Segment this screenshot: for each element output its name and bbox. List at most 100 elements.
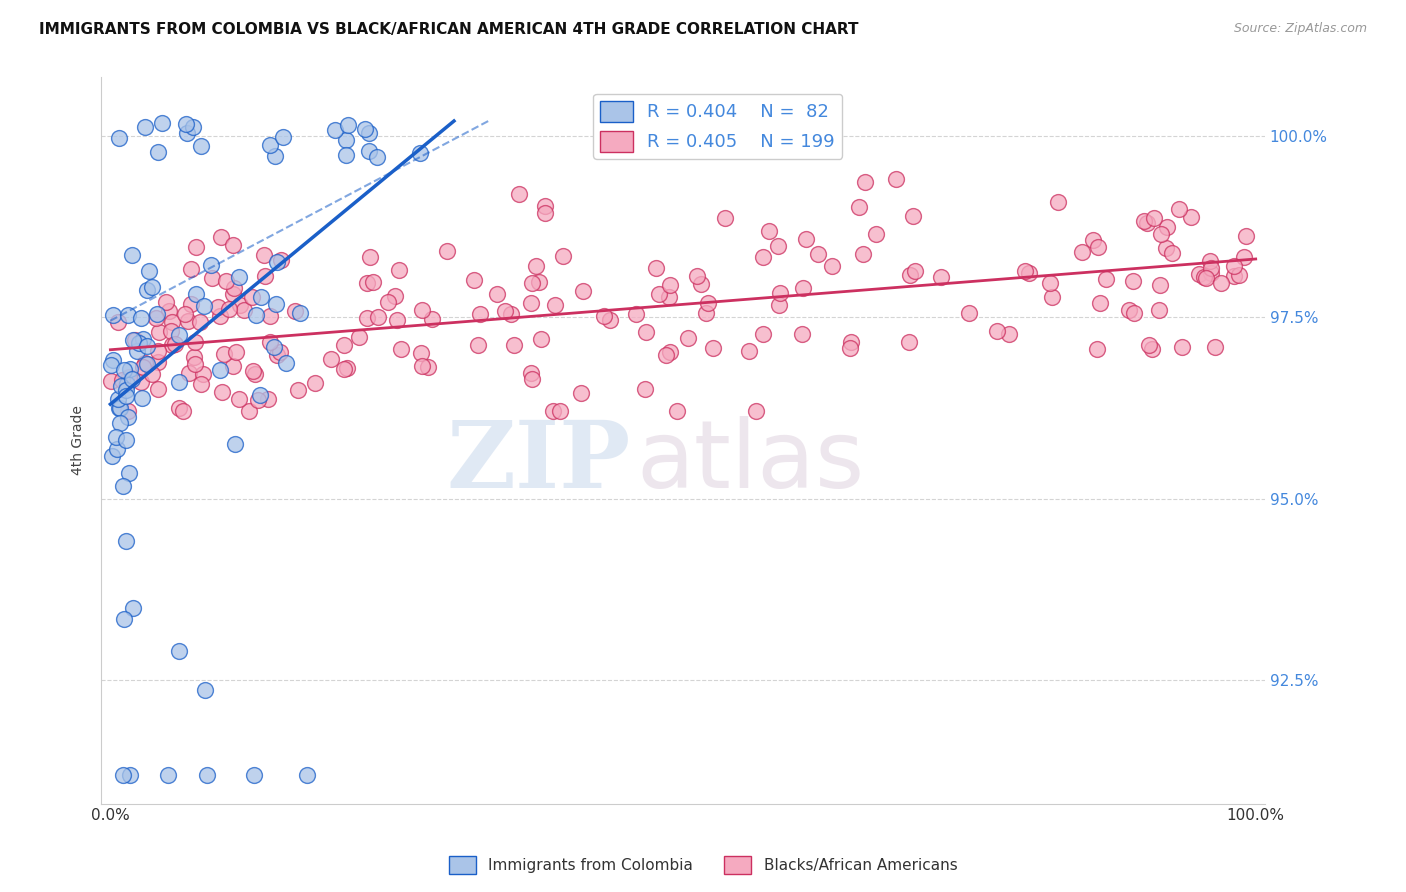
Point bbox=[229, 298, 252, 312]
Point bbox=[634, 382, 657, 396]
Point bbox=[194, 683, 217, 698]
Point bbox=[155, 295, 177, 310]
Point bbox=[422, 312, 444, 326]
Point bbox=[1118, 303, 1140, 318]
Point bbox=[790, 326, 813, 341]
Point bbox=[184, 334, 207, 349]
Point bbox=[1223, 259, 1246, 273]
Point bbox=[359, 250, 381, 264]
Point bbox=[162, 314, 184, 328]
Point bbox=[222, 238, 245, 252]
Point bbox=[901, 210, 924, 224]
Point bbox=[738, 343, 761, 358]
Point bbox=[211, 385, 233, 400]
Point bbox=[702, 341, 724, 355]
Point bbox=[181, 120, 204, 134]
Point bbox=[174, 307, 197, 321]
Point bbox=[136, 338, 159, 352]
Point bbox=[264, 297, 287, 311]
Point bbox=[193, 367, 215, 381]
Point bbox=[356, 310, 378, 325]
Point bbox=[1143, 211, 1166, 225]
Point bbox=[122, 333, 145, 347]
Point bbox=[160, 338, 183, 352]
Point bbox=[254, 268, 277, 283]
Point bbox=[904, 264, 927, 278]
Point bbox=[238, 404, 260, 418]
Point bbox=[821, 259, 844, 273]
Point bbox=[599, 313, 621, 327]
Point bbox=[766, 238, 789, 252]
Point bbox=[105, 430, 128, 444]
Point bbox=[184, 357, 207, 371]
Point bbox=[839, 341, 862, 355]
Point bbox=[1088, 296, 1111, 310]
Point bbox=[377, 295, 399, 310]
Point bbox=[135, 357, 157, 371]
Point bbox=[120, 361, 142, 376]
Point bbox=[131, 391, 153, 405]
Point bbox=[141, 368, 163, 382]
Point bbox=[180, 296, 202, 310]
Point bbox=[676, 331, 699, 345]
Point bbox=[150, 116, 173, 130]
Point bbox=[115, 534, 138, 549]
Point bbox=[1047, 194, 1070, 209]
Point bbox=[290, 306, 312, 320]
Point bbox=[807, 247, 830, 261]
Point bbox=[1140, 342, 1163, 356]
Point bbox=[853, 175, 876, 189]
Point bbox=[752, 250, 775, 264]
Point bbox=[176, 126, 198, 140]
Point bbox=[409, 146, 432, 161]
Point bbox=[284, 303, 307, 318]
Point bbox=[409, 346, 432, 360]
Point bbox=[304, 376, 326, 391]
Point bbox=[624, 307, 647, 321]
Point bbox=[195, 767, 218, 781]
Point bbox=[134, 120, 156, 135]
Point bbox=[131, 360, 153, 375]
Point bbox=[117, 409, 139, 424]
Point bbox=[157, 304, 180, 318]
Point bbox=[117, 308, 139, 322]
Point bbox=[1136, 216, 1159, 230]
Point bbox=[884, 171, 907, 186]
Point bbox=[551, 249, 574, 263]
Legend: R = 0.404    N =  82, R = 0.405    N = 199: R = 0.404 N = 82, R = 0.405 N = 199 bbox=[593, 94, 842, 159]
Point bbox=[367, 310, 389, 325]
Point bbox=[534, 206, 557, 220]
Point bbox=[929, 269, 952, 284]
Text: atlas: atlas bbox=[637, 417, 865, 508]
Point bbox=[1039, 276, 1062, 290]
Point bbox=[108, 401, 131, 415]
Point bbox=[658, 290, 681, 304]
Point bbox=[146, 307, 169, 321]
Point bbox=[411, 359, 433, 373]
Point bbox=[593, 310, 616, 324]
Point bbox=[107, 392, 129, 406]
Point bbox=[436, 244, 458, 258]
Point bbox=[129, 376, 152, 390]
Point bbox=[714, 211, 737, 226]
Point bbox=[658, 277, 681, 292]
Point bbox=[107, 315, 129, 329]
Point bbox=[353, 121, 375, 136]
Point bbox=[359, 127, 381, 141]
Point bbox=[336, 361, 359, 376]
Point bbox=[865, 227, 887, 241]
Text: IMMIGRANTS FROM COLOMBIA VS BLACK/AFRICAN AMERICAN 4TH GRADE CORRELATION CHART: IMMIGRANTS FROM COLOMBIA VS BLACK/AFRICA… bbox=[39, 22, 859, 37]
Point bbox=[335, 148, 357, 162]
Point bbox=[1233, 250, 1256, 264]
Point bbox=[463, 273, 485, 287]
Point bbox=[1194, 270, 1216, 285]
Point bbox=[544, 297, 567, 311]
Point bbox=[839, 335, 862, 350]
Point bbox=[100, 374, 122, 388]
Point bbox=[215, 274, 238, 288]
Point bbox=[179, 366, 201, 380]
Point bbox=[132, 332, 155, 346]
Point bbox=[689, 277, 711, 291]
Point bbox=[957, 306, 980, 320]
Point bbox=[1133, 214, 1156, 228]
